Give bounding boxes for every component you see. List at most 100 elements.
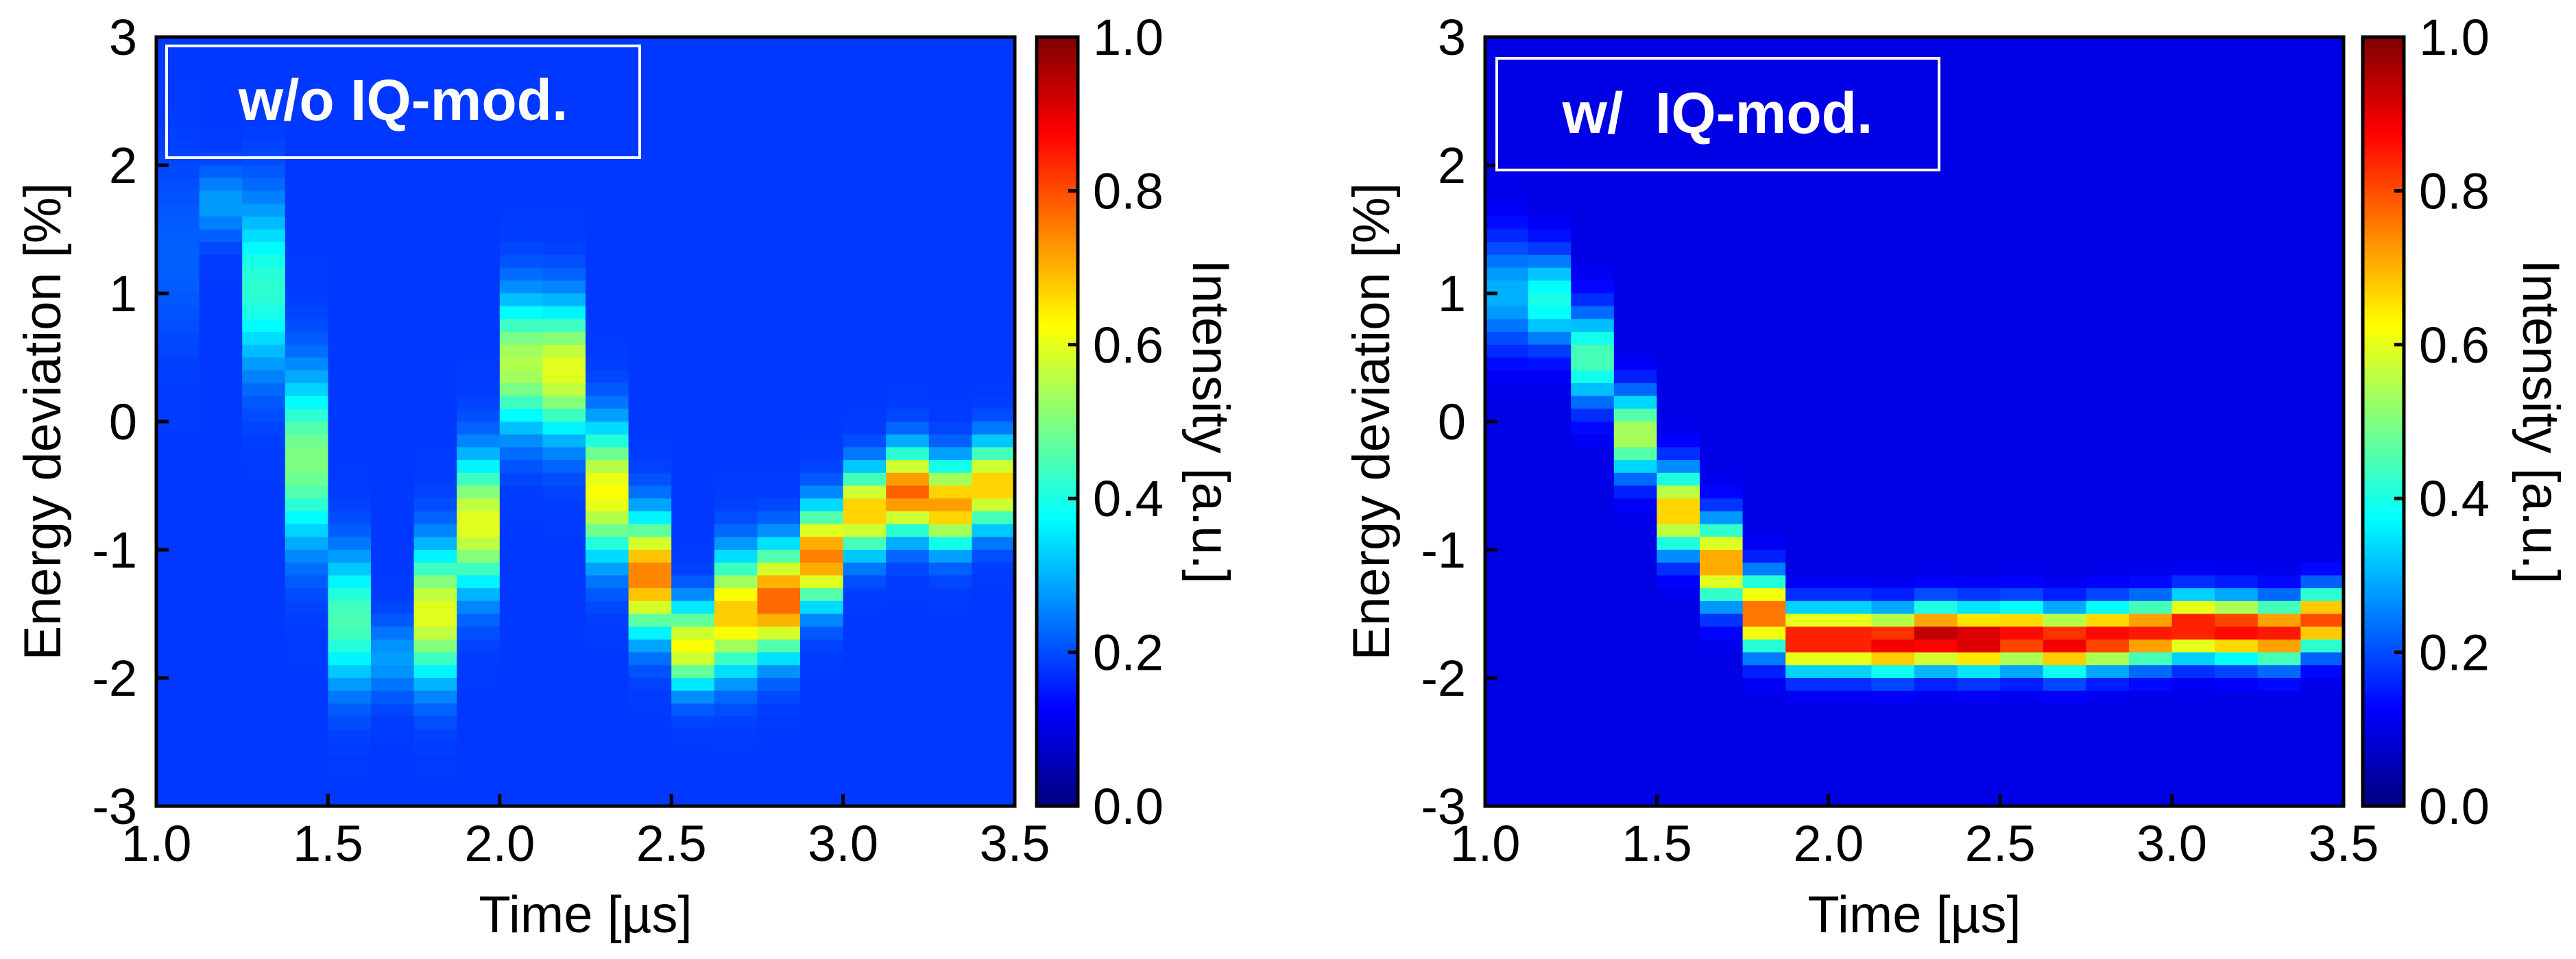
heatmap-cell [714, 511, 758, 525]
heatmap-cell [800, 434, 844, 448]
heatmap-cell [2300, 344, 2344, 359]
heatmap-cell [586, 191, 629, 204]
heatmap-cell [328, 742, 372, 755]
heatmap-cell [1914, 357, 1958, 371]
heatmap-cell [1571, 332, 1615, 345]
heatmap-cell [2171, 498, 2215, 512]
heatmap-cell [714, 665, 758, 679]
heatmap-cell [2086, 678, 2130, 692]
heatmap-cell [671, 767, 715, 781]
heatmap-cell [199, 600, 243, 615]
heatmap-cell [1485, 37, 1529, 51]
heatmap-cell [1828, 204, 1872, 217]
heatmap-cell [800, 729, 844, 743]
heatmap-cell [285, 472, 328, 487]
heatmap-cell [1657, 242, 1700, 256]
heatmap-cell [1613, 370, 1657, 384]
heatmap-cell [1828, 639, 1872, 653]
heatmap-cell [757, 729, 801, 743]
colorbar-tick-label: 0.0 [1093, 778, 1164, 835]
x-tick-label: 3.0 [808, 815, 878, 872]
heatmap-cell [499, 357, 543, 371]
heatmap-cell [199, 88, 243, 102]
heatmap-cell [1742, 139, 1786, 153]
heatmap-cell [156, 614, 200, 627]
heatmap-cell [1571, 678, 1615, 692]
heatmap-cell [628, 690, 672, 704]
heatmap-cell [1613, 152, 1657, 166]
heatmap-cell [628, 242, 672, 256]
heatmap-cell [371, 357, 415, 371]
heatmap-cell [2129, 242, 2173, 256]
heatmap-cell [1485, 755, 1529, 768]
heatmap-cell [156, 267, 200, 281]
heatmap-cell [2215, 152, 2259, 166]
heatmap-cell [371, 665, 415, 679]
heatmap-cell [371, 485, 415, 499]
heatmap-cell [371, 690, 415, 704]
heatmap-cell [1657, 562, 1700, 576]
heatmap-cell [1613, 600, 1657, 615]
heatmap-cell [586, 62, 629, 76]
heatmap-cell [499, 614, 543, 627]
heatmap-cell [1871, 793, 1915, 807]
heatmap-cell [1528, 293, 1572, 307]
heatmap-cell [886, 216, 930, 230]
heatmap-cell [1742, 319, 1786, 332]
heatmap-cell [1657, 422, 1700, 435]
heatmap-cell [714, 627, 758, 640]
heatmap-cell [2129, 254, 2173, 269]
heatmap-cell [671, 639, 715, 653]
heatmap-cell [886, 409, 930, 422]
heatmap-cell [1528, 537, 1572, 550]
heatmap-cell [928, 627, 972, 640]
heatmap-cell [1528, 409, 1572, 422]
heatmap-cell [457, 62, 501, 76]
heatmap-cell [628, 793, 672, 807]
heatmap-cell [800, 511, 844, 525]
heatmap-cell [886, 204, 930, 217]
heatmap-cell [2043, 678, 2086, 692]
heatmap-cell [886, 101, 930, 114]
heatmap-cell [2129, 229, 2173, 243]
heatmap-cell [2215, 652, 2259, 666]
heatmap-cell [757, 614, 801, 627]
heatmap-cell [1613, 729, 1657, 743]
heatmap-cell [671, 588, 715, 602]
heatmap-cell [972, 511, 1015, 525]
heatmap-cell [586, 562, 629, 576]
heatmap-cell [2043, 690, 2086, 704]
heatmap-cell [800, 665, 844, 679]
heatmap-cell [1657, 716, 1700, 730]
heatmap-cell [928, 780, 972, 794]
heatmap-cell [542, 716, 586, 730]
heatmap-cell [1485, 793, 1529, 807]
heatmap-cell [2257, 434, 2301, 448]
heatmap-cell [2215, 460, 2259, 474]
heatmap-cell [886, 472, 930, 487]
heatmap-cell [2043, 357, 2086, 371]
heatmap-cell [1871, 627, 1915, 640]
heatmap-cell [1785, 191, 1829, 204]
heatmap-cell [757, 678, 801, 692]
heatmap-cell [1700, 139, 1744, 153]
heatmap-cell [1914, 780, 1958, 794]
heatmap-cell [757, 332, 801, 345]
heatmap-cell [843, 37, 887, 51]
heatmap-cell [1485, 267, 1529, 281]
heatmap-cell [2171, 306, 2215, 319]
heatmap-cell [413, 409, 457, 422]
heatmap-cell [800, 652, 844, 666]
heatmap-cell [457, 126, 501, 141]
heatmap-cell [285, 242, 328, 256]
heatmap-cell [156, 229, 200, 243]
heatmap-cell [1528, 242, 1572, 256]
heatmap-cell [285, 178, 328, 191]
heatmap-cell [542, 370, 586, 384]
heatmap-cell [328, 588, 372, 602]
y-tick-label: 2 [1438, 137, 1466, 194]
heatmap-cell [2043, 575, 2086, 589]
heatmap-cell [1785, 652, 1829, 666]
